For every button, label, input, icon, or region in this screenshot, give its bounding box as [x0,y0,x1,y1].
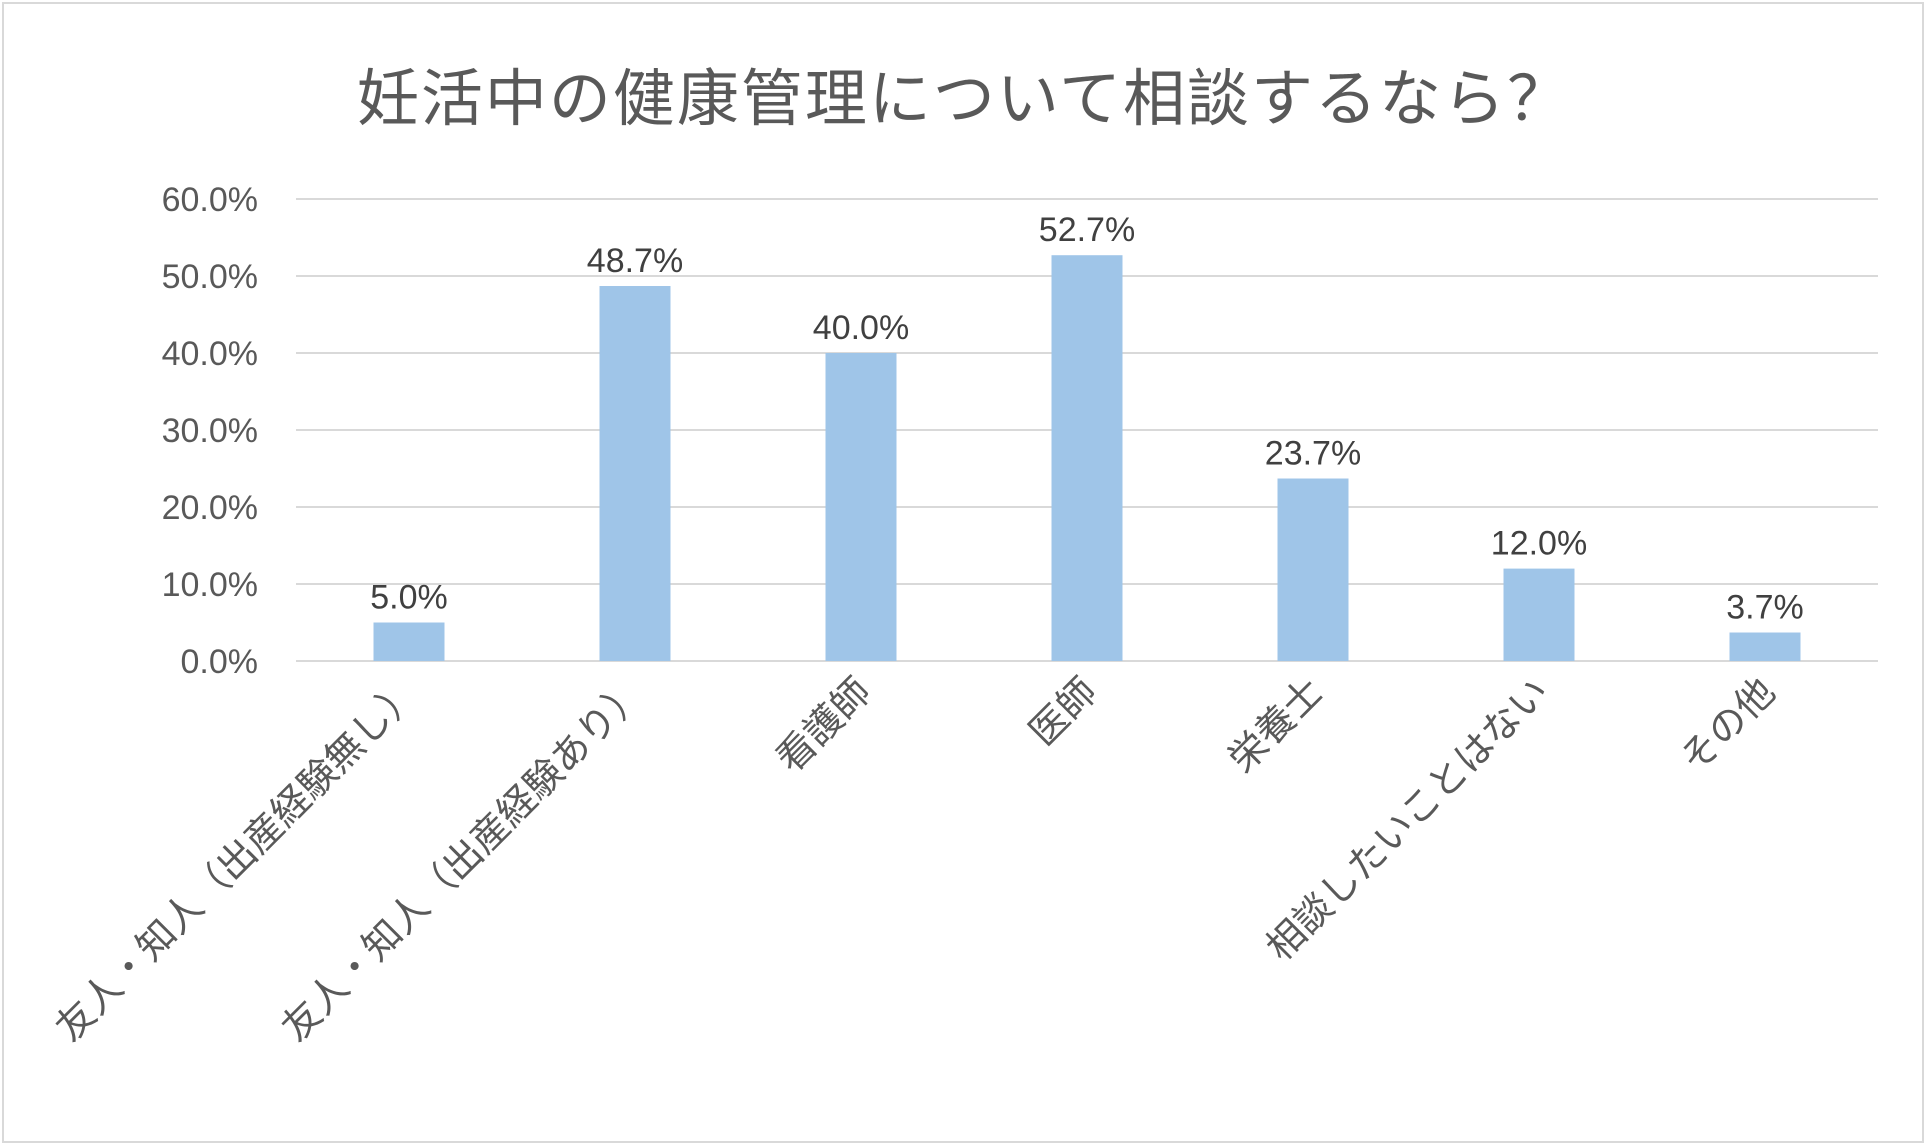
y-tick-label: 50.0% [162,258,258,296]
bar [1729,632,1801,661]
x-tick-label: 医師 [1021,669,1106,754]
data-label: 23.7% [1265,435,1361,473]
x-tick-label: その他 [1672,669,1784,781]
data-label: 5.0% [370,579,448,617]
data-label: 48.7% [587,242,683,280]
data-label: 52.7% [1039,211,1135,249]
data-label: 3.7% [1726,589,1804,627]
bar [373,622,445,661]
x-axis-ticks: 友人・知人（出産経験無し）友人・知人（出産経験あり） 看護師 医師 栄養士相談したいこ… [47,669,1783,1049]
data-label: 12.0% [1491,525,1587,563]
bar [1503,568,1575,661]
bar [1051,255,1123,661]
data-label: 40.0% [813,309,909,347]
y-tick-label: 60.0% [162,181,258,219]
x-tick-label: 友人・知人（出産経験無し） [47,669,427,1049]
data-labels: 5.0% 48.7% 40.0% 52.7% 23.7% 12.0% 3.7% [370,211,1804,626]
bar [599,286,671,661]
x-tick-label: 栄養士 [1220,669,1332,781]
y-tick-label: 10.0% [162,566,258,604]
y-axis-ticks: 0.0% 10.0% 20.0% 30.0% 40.0% 50.0% 60.0% [162,181,258,681]
bars [373,255,1801,661]
y-tick-label: 0.0% [181,643,259,681]
x-tick-label: 友人・知人（出産経験あり） [273,669,653,1049]
y-tick-label: 20.0% [162,489,258,527]
x-tick-label: 看護師 [768,669,880,781]
bar [1277,478,1349,661]
chart-title: 妊活中の健康管理について相談するなら？ [356,62,1572,135]
bar [825,353,897,661]
y-tick-label: 40.0% [162,335,258,373]
y-tick-label: 30.0% [162,412,258,450]
